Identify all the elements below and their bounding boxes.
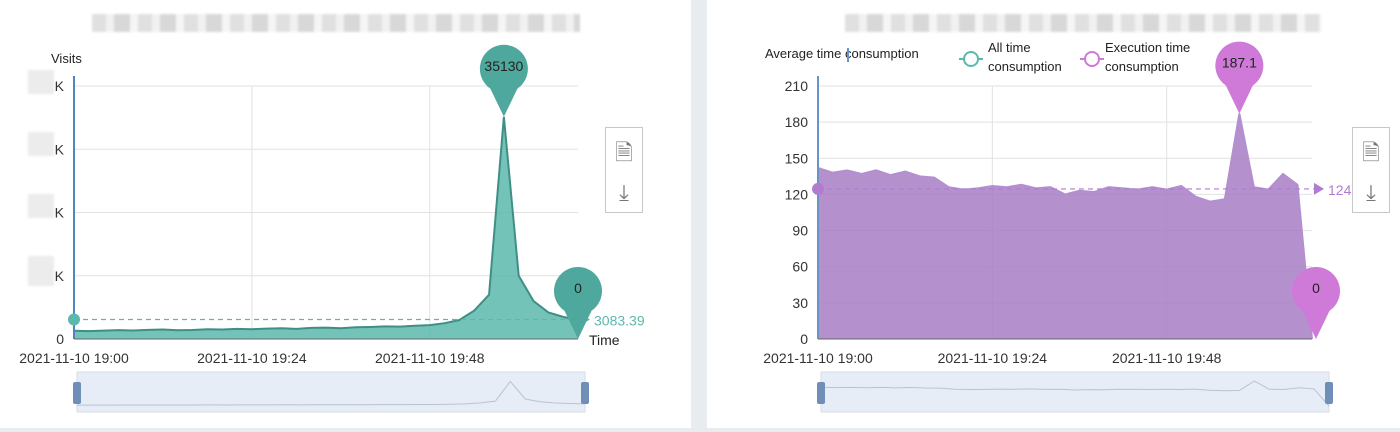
y-tick-label: K xyxy=(55,141,65,157)
y-tick-label: 60 xyxy=(792,259,808,275)
y-tick-label: 210 xyxy=(785,78,809,94)
datazoom-handle xyxy=(73,382,81,404)
marker-value-label: 187.1 xyxy=(1222,55,1257,71)
marker-pin xyxy=(554,267,602,339)
datazoom-handle xyxy=(581,382,589,404)
x-tick-label: 2021-11-10 19:24 xyxy=(197,350,307,366)
marker-pin xyxy=(1215,41,1264,114)
x-axis-title: Time xyxy=(589,332,620,348)
series-area xyxy=(74,116,578,339)
chart-toolbox: 🗎 ⤓ xyxy=(1352,127,1390,213)
datazoom-slider-track xyxy=(820,371,1330,413)
y-tick-label: 0 xyxy=(800,331,808,347)
y-tick-label: 150 xyxy=(785,150,809,166)
datazoom-slider-track xyxy=(76,371,586,413)
visits-chart: 0 K K K K 2021-11-10 19:00 2021-11-10 19:24 202… xyxy=(19,44,645,413)
average-line-start-dot xyxy=(812,182,824,195)
marker-pin xyxy=(1292,266,1340,339)
blurred-chart-title xyxy=(845,14,1321,32)
average-value-label: 3083.39 xyxy=(594,312,645,328)
y-tick-label: 0 xyxy=(56,331,64,347)
y-axis-title: Visits xyxy=(51,51,82,66)
blurred-chart-title xyxy=(92,14,580,32)
y-tick-label: 90 xyxy=(792,223,808,239)
blurred-tick xyxy=(28,132,54,156)
datazoom-handle xyxy=(817,382,825,404)
x-tick-label: 2021-11-10 19:00 xyxy=(763,350,873,366)
marker-value-label: 35130 xyxy=(484,58,523,74)
y-tick-label: 120 xyxy=(785,186,809,202)
series-area xyxy=(818,113,1312,339)
y-tick-label: K xyxy=(55,268,65,284)
series-line xyxy=(817,113,1313,340)
legend-marker-all-time xyxy=(963,51,979,67)
y-tick-label: 180 xyxy=(785,114,809,130)
blurred-tick xyxy=(28,70,54,94)
time-consumption-chart-panel: 0 30 60 90 120 150 180 210 2021-11-10 19:00 2021-… xyxy=(707,0,1400,428)
download-icon[interactable]: ⤓ xyxy=(619,180,629,205)
average-line-start-dot xyxy=(68,313,80,326)
marker-value-label: 0 xyxy=(1312,280,1320,296)
average-line-arrow xyxy=(1314,182,1324,195)
x-tick-label: 2021-11-10 19:00 xyxy=(19,350,129,366)
legend-label-all-time: consumption xyxy=(988,59,1062,74)
series-line xyxy=(73,116,579,333)
marker-pin xyxy=(479,44,528,117)
data-view-icon[interactable]: 🗎 xyxy=(1362,140,1380,165)
blurred-tick xyxy=(28,194,54,218)
y-tick-label: K xyxy=(55,78,65,94)
x-tick-label: 2021-11-10 19:48 xyxy=(1112,350,1222,366)
x-tick-label: 2021-11-10 19:48 xyxy=(375,350,485,366)
legend-label-execution-time: Execution time xyxy=(1105,40,1190,55)
datazoom-preview-line xyxy=(820,380,1330,407)
datazoom-preview-line xyxy=(76,380,586,406)
chart-title: Average time consumption xyxy=(765,46,919,61)
marker-value-label: 0 xyxy=(574,280,582,296)
blurred-tick xyxy=(28,256,54,286)
legend-label-execution-time: consumption xyxy=(1105,59,1179,74)
datazoom-handle xyxy=(1325,382,1333,404)
legend-marker-execution-time xyxy=(1084,51,1100,67)
data-view-icon[interactable]: 🗎 xyxy=(615,140,633,165)
download-icon[interactable]: ⤓ xyxy=(1366,180,1376,205)
time-consumption-chart: 0 30 60 90 120 150 180 210 2021-11-10 19:00 2021-… xyxy=(763,40,1371,413)
x-tick-label: 2021-11-10 19:24 xyxy=(938,350,1048,366)
visits-chart-panel: 0 K K K K 2021-11-10 19:00 2021-11-10 19:24 202… xyxy=(0,0,691,428)
y-tick-label: 30 xyxy=(792,295,808,311)
chart-toolbox: 🗎 ⤓ xyxy=(605,127,643,213)
y-tick-label: K xyxy=(55,205,65,221)
legend-label-all-time: All time xyxy=(988,40,1031,55)
